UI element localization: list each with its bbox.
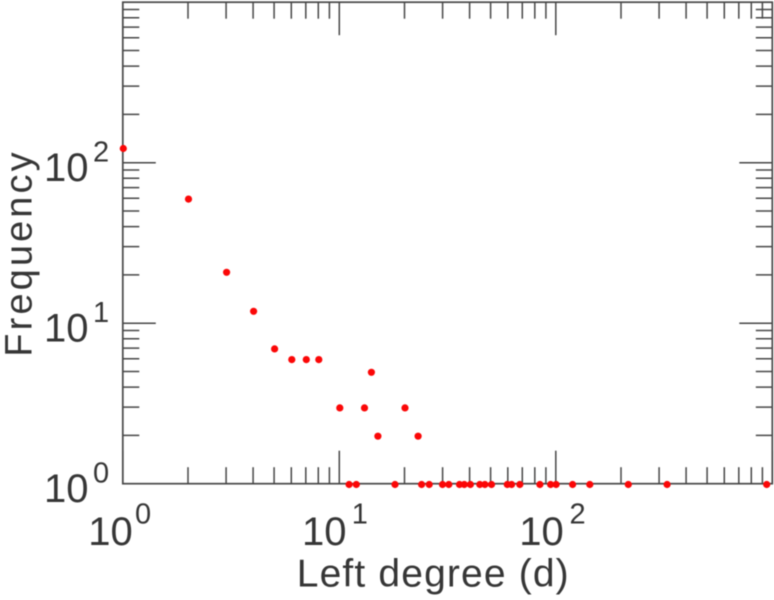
svg-text:Left degree (d): Left degree (d) — [297, 552, 570, 595]
svg-text:1: 1 — [352, 498, 368, 530]
svg-text:2: 2 — [570, 498, 586, 530]
svg-text:10: 10 — [519, 510, 564, 554]
svg-text:10: 10 — [44, 467, 89, 511]
svg-text:1: 1 — [93, 297, 109, 329]
svg-text:10: 10 — [88, 510, 133, 554]
svg-text:2: 2 — [93, 137, 109, 169]
svg-text:10: 10 — [44, 307, 89, 351]
svg-text:0: 0 — [93, 458, 109, 490]
svg-text:Frequency: Frequency — [0, 149, 40, 356]
svg-text:0: 0 — [135, 498, 151, 530]
svg-text:10: 10 — [302, 510, 347, 554]
svg-text:10: 10 — [44, 146, 89, 190]
